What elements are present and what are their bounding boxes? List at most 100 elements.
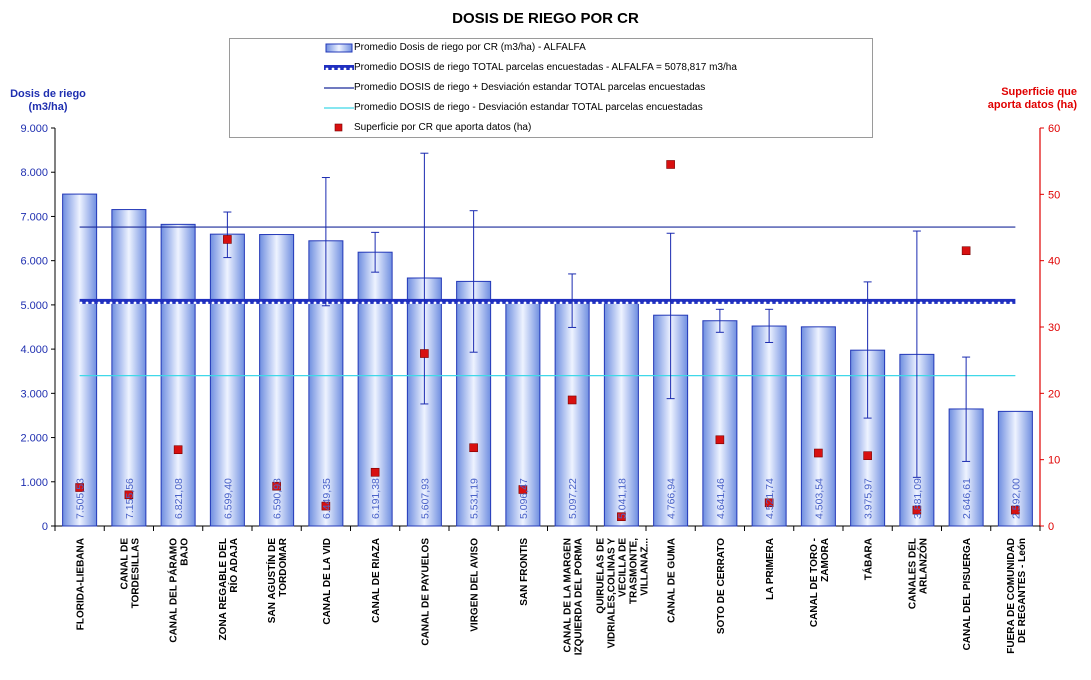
x-category-label: TÁBARA bbox=[862, 538, 875, 580]
data-label: 2.592,00 bbox=[1010, 478, 1022, 519]
x-category-label-line: FUERA DE COMUNIDAD bbox=[1006, 538, 1017, 654]
x-category-label-line: IZQUIERDA DEL PORMA bbox=[574, 538, 585, 655]
surface-point bbox=[469, 443, 478, 453]
legend-item: Promedio Dosis de riego por CR (m3/ha) -… bbox=[230, 40, 872, 56]
y-left-tick-label: 6.000 bbox=[20, 256, 48, 268]
surface-point bbox=[961, 246, 971, 256]
x-category-label: SAN AGUSTÍN DETORDOMAR bbox=[265, 537, 289, 623]
bar bbox=[554, 300, 590, 527]
x-category-label-line: CANALES DEL bbox=[907, 538, 918, 609]
avg-total-line bbox=[79, 298, 1016, 304]
legend: Promedio Dosis de riego por CR (m3/ha) -… bbox=[229, 38, 873, 138]
y-axis-right-label: Superficie que aporta datos (ha) bbox=[987, 86, 1077, 111]
data-label: 6.590,93 bbox=[272, 478, 284, 519]
x-category-label: CANAL DEL PISUERGA bbox=[962, 538, 973, 650]
surface-point bbox=[272, 481, 281, 491]
data-label: 5.041,18 bbox=[616, 478, 628, 519]
x-category-label-line: TORDESILLAS bbox=[130, 538, 141, 609]
surface-point bbox=[1011, 505, 1020, 515]
legend-label: Promedio Dosis de riego por CR (m3/ha) -… bbox=[354, 42, 586, 53]
x-category-label-line: CANAL DE GUMA bbox=[667, 538, 678, 623]
data-label: 3.975,97 bbox=[863, 478, 875, 519]
data-label: 6.821,08 bbox=[173, 478, 185, 519]
y-left-tick-label: 1.000 bbox=[20, 477, 48, 489]
x-category-label-line: ZONA REGABLE DEL bbox=[218, 538, 229, 640]
surface-point bbox=[715, 435, 725, 445]
surface-point bbox=[223, 235, 232, 244]
data-label: 7.155,56 bbox=[124, 478, 136, 519]
x-category-label-line: BAJO bbox=[180, 538, 191, 566]
bar bbox=[259, 234, 295, 527]
legend-bar-swatch bbox=[325, 43, 353, 53]
x-category-label: VIRGEN DEL AVISO bbox=[470, 538, 481, 632]
x-category-label-line: CANAL DE LA MARGEN bbox=[563, 538, 574, 652]
data-label: 4.503,54 bbox=[813, 478, 825, 519]
bar bbox=[800, 326, 836, 527]
x-category-label: CANAL DE LA VID bbox=[322, 538, 333, 625]
bar bbox=[357, 251, 393, 527]
x-category-label: LA PRIMERA bbox=[765, 538, 776, 600]
x-category-label: FLORIDA-LIEBANA bbox=[76, 538, 87, 630]
x-category-label: CANAL DE PAYUELOS bbox=[420, 538, 431, 646]
y-right-tick-label: 50 bbox=[1048, 189, 1060, 201]
surface-point bbox=[518, 485, 528, 494]
x-category-label-line: TRASMONTE, bbox=[628, 538, 639, 604]
data-label: 5.097,22 bbox=[567, 478, 579, 519]
x-category-label-line: LA PRIMERA bbox=[765, 538, 776, 600]
chart-title: DOSIS DE RIEGO POR CR bbox=[452, 10, 639, 27]
surface-point bbox=[912, 505, 922, 515]
legend-item: Promedio DOSIS de riego - Desviación est… bbox=[230, 100, 872, 116]
x-category-label-line: SAN AGUSTÍN DE bbox=[265, 538, 278, 624]
legend-item: Promedio DOSIS de riego + Desviación est… bbox=[230, 80, 872, 96]
surface-point bbox=[666, 160, 675, 169]
bar bbox=[751, 325, 787, 527]
x-category-label-line: DE REGANTES - León bbox=[1017, 538, 1028, 643]
x-category-label: SAN FRONTIS bbox=[519, 538, 530, 606]
y-left-tick-label: 4.000 bbox=[20, 344, 48, 356]
x-category-label-line: TÁBARA bbox=[862, 538, 875, 580]
y-right-tick-label: 60 bbox=[1048, 123, 1060, 135]
surface-point bbox=[863, 451, 872, 460]
x-category-label-line: SOTO DE CERRATO bbox=[716, 538, 727, 634]
data-label: 5.096,47 bbox=[518, 478, 530, 519]
x-category-label: FUERA DE COMUNIDADDE REGANTES - León bbox=[1006, 538, 1028, 654]
x-category-label: CANAL DE RIAZA bbox=[371, 538, 382, 623]
surface-point bbox=[75, 483, 84, 492]
x-category-label-line: CANAL DEL PISUERGA bbox=[962, 538, 973, 650]
x-category-label-line: VECILLA DE bbox=[617, 538, 628, 597]
y-right-tick-label: 30 bbox=[1048, 322, 1060, 334]
data-label: 7.505,53 bbox=[75, 478, 87, 519]
x-category-label-line: ARLANZÓN bbox=[916, 538, 929, 594]
y-left-tick-label: 7.000 bbox=[20, 211, 48, 223]
y-axis-left-label: Dosis de riego (m3/ha) bbox=[10, 88, 86, 113]
x-category-label: SOTO DE CERRATO bbox=[716, 538, 727, 634]
data-label: 2.646,61 bbox=[961, 478, 973, 519]
data-label: 6.191,38 bbox=[370, 478, 382, 519]
data-label: 6.599,40 bbox=[222, 478, 234, 519]
x-category-label-line: TORDOMAR bbox=[278, 537, 289, 596]
data-label: 4.641,46 bbox=[715, 478, 727, 519]
data-label: 5.607,93 bbox=[419, 478, 431, 519]
data-label: 4.521,74 bbox=[764, 478, 776, 519]
surface-point bbox=[814, 448, 823, 458]
legend-item: Superficie por CR que aporta datos (ha) bbox=[230, 120, 872, 136]
x-category-label-line: RÍO ADAJA bbox=[227, 538, 240, 593]
x-category-label: CANAL DE GUMA bbox=[667, 538, 678, 623]
bar bbox=[850, 349, 886, 527]
data-label: 5.531,19 bbox=[469, 478, 481, 519]
y-left-tick-label: 5.000 bbox=[20, 300, 48, 312]
surface-point bbox=[321, 501, 331, 511]
data-label: 4.766,94 bbox=[666, 478, 678, 519]
bar bbox=[62, 193, 98, 527]
data-label: 3.881,09 bbox=[912, 478, 924, 519]
x-category-label: QUIRUELAS DEVIDRIALES,COLINAS YVECILLA D… bbox=[595, 538, 650, 649]
bar bbox=[702, 320, 738, 527]
x-category-label-line: CANAL DE TORO - bbox=[809, 538, 820, 627]
surface-point bbox=[370, 467, 380, 477]
y-left-tick-label: 9.000 bbox=[20, 123, 48, 135]
legend-surface-marker bbox=[334, 123, 343, 132]
surface-point bbox=[617, 512, 626, 522]
x-category-label-line: CANAL DE PAYUELOS bbox=[420, 538, 431, 646]
legend-avg-swatch bbox=[324, 65, 354, 70]
x-category-label-line: SAN FRONTIS bbox=[519, 538, 530, 606]
